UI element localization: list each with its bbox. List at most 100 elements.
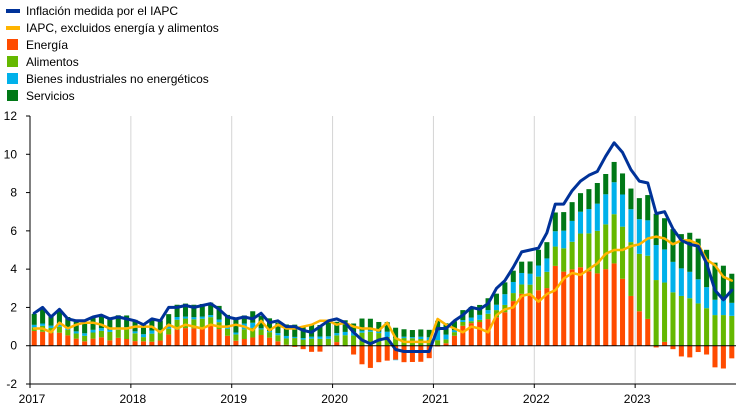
bar-segment bbox=[90, 338, 96, 346]
bar-segment bbox=[275, 335, 281, 342]
bar-segment bbox=[140, 334, 146, 338]
bar-segment bbox=[561, 248, 567, 272]
bar-segment bbox=[182, 318, 189, 329]
bar-segment bbox=[367, 345, 373, 368]
bar-segment bbox=[569, 220, 575, 242]
bar-segment bbox=[48, 325, 54, 328]
bar-segment bbox=[653, 345, 659, 348]
bar-segment bbox=[317, 338, 323, 346]
bar-segment bbox=[56, 332, 62, 346]
bar-segment bbox=[166, 326, 172, 329]
bar-segment bbox=[620, 194, 626, 227]
bar-segment bbox=[224, 335, 231, 346]
bar-segment bbox=[603, 174, 609, 195]
bar-segment bbox=[401, 336, 407, 339]
bar-segment bbox=[267, 318, 273, 331]
bar-segment bbox=[199, 318, 205, 328]
bar-segment bbox=[334, 321, 340, 334]
legend-bar-swatch bbox=[7, 90, 18, 101]
bar-segment bbox=[729, 302, 735, 316]
bar-segment bbox=[191, 328, 197, 346]
bar-segment bbox=[140, 323, 146, 335]
bar-segment bbox=[384, 331, 390, 337]
bar-segment bbox=[82, 333, 88, 336]
bar-segment bbox=[82, 335, 88, 342]
bar-segment bbox=[334, 335, 340, 343]
bar-segment bbox=[636, 253, 642, 312]
legend-bar-swatch bbox=[7, 56, 18, 67]
bar-segment bbox=[670, 345, 676, 350]
bar-segment bbox=[401, 329, 407, 337]
bar-segment bbox=[653, 213, 659, 246]
bar-segment bbox=[140, 337, 146, 342]
bar-segment bbox=[409, 330, 415, 338]
bar-segment bbox=[48, 332, 54, 346]
bar-segment bbox=[712, 315, 718, 346]
legend-label: IAPC, excluidos energía y alimentos bbox=[26, 21, 219, 35]
bar-segment bbox=[401, 345, 407, 363]
bar-segment bbox=[409, 337, 415, 339]
bar-segment bbox=[124, 315, 130, 328]
bar-segment bbox=[182, 316, 189, 319]
bar-segment bbox=[199, 316, 205, 319]
bar-segment bbox=[586, 189, 592, 210]
bar-segment bbox=[451, 335, 457, 346]
bar-segment bbox=[678, 234, 684, 269]
bar-segment bbox=[107, 331, 113, 341]
bar-segment bbox=[586, 233, 592, 272]
bar-segment bbox=[283, 335, 289, 339]
series-lines bbox=[32, 141, 734, 353]
bar-segment bbox=[628, 295, 634, 346]
bar-segment bbox=[384, 345, 390, 361]
bar-segment bbox=[561, 230, 567, 249]
bar-segment bbox=[435, 320, 441, 331]
bar-segment bbox=[662, 218, 668, 250]
bar-segment bbox=[704, 287, 710, 309]
bar-segment bbox=[393, 327, 399, 339]
bar-segment bbox=[561, 212, 567, 231]
bar-segment bbox=[493, 293, 499, 305]
bar-segment bbox=[704, 345, 710, 355]
bar-segment bbox=[552, 246, 558, 266]
bar-segment bbox=[82, 341, 88, 346]
bar-segment bbox=[132, 333, 138, 342]
bar-segment bbox=[527, 284, 533, 296]
bar-segment bbox=[367, 330, 373, 332]
bar-segment bbox=[468, 321, 474, 324]
bar-segment bbox=[300, 327, 306, 339]
bar-segment bbox=[334, 333, 340, 336]
bar-segment bbox=[695, 303, 701, 346]
bar-segment bbox=[670, 261, 676, 293]
bar-segment bbox=[493, 304, 499, 311]
bar-segment bbox=[208, 302, 214, 316]
bar-segment bbox=[31, 313, 37, 325]
y-tick-label: 0 bbox=[10, 339, 17, 353]
bar-segment bbox=[267, 332, 273, 338]
bar-segment bbox=[124, 339, 130, 346]
bar-segment bbox=[73, 338, 79, 346]
bar-segment bbox=[435, 330, 441, 341]
bar-segment bbox=[687, 271, 693, 299]
bar-segment bbox=[174, 329, 180, 346]
bar-segment bbox=[611, 214, 617, 264]
bar-segment bbox=[56, 324, 62, 327]
bar-segment bbox=[342, 331, 348, 336]
bar-segment bbox=[140, 341, 146, 346]
legend-line-swatch bbox=[6, 9, 20, 13]
bar-segment bbox=[409, 345, 415, 362]
series-line bbox=[32, 141, 734, 353]
bar-segment bbox=[544, 271, 550, 289]
bar-segment bbox=[208, 317, 214, 326]
bar-segment bbox=[451, 330, 457, 333]
x-tick-label: 2018 bbox=[120, 392, 147, 406]
bar-segment bbox=[670, 292, 676, 346]
bar-segment bbox=[577, 193, 584, 212]
bar-segment bbox=[31, 330, 37, 346]
bar-segment bbox=[334, 342, 340, 346]
x-tick-label: 2023 bbox=[624, 392, 651, 406]
bar-segment bbox=[300, 338, 306, 340]
x-tick-label: 2021 bbox=[422, 392, 449, 406]
legend-label: Bienes industriales no energéticos bbox=[26, 72, 209, 86]
bar-segment bbox=[359, 345, 365, 365]
